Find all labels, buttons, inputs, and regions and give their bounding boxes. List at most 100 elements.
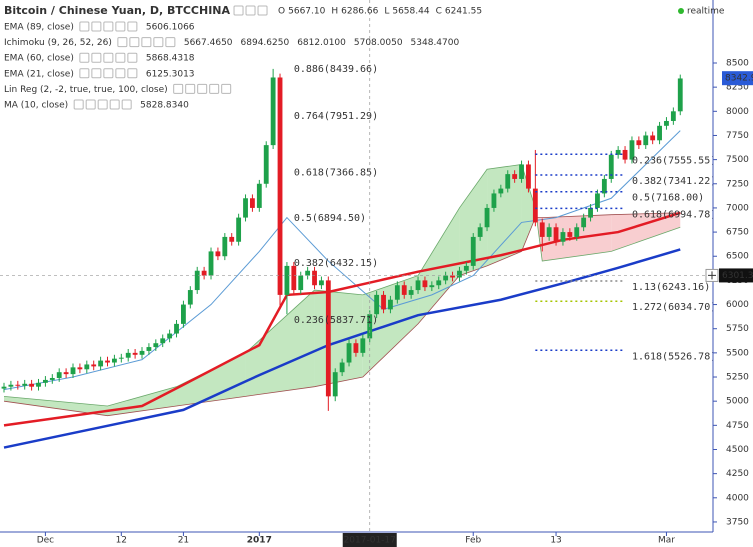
candle-body [298, 275, 304, 291]
y-tick-label: 8500 [726, 58, 749, 68]
candle-body [505, 174, 511, 189]
ohlc-value: 6241.55 [445, 7, 482, 17]
candle-body [98, 360, 104, 367]
cloud-segment [459, 169, 488, 276]
icon[interactable] [73, 99, 84, 110]
candle-body [664, 120, 669, 126]
candle-body [305, 270, 311, 276]
icon[interactable] [221, 83, 232, 94]
crosshair-x-label: 2017-01-17 [344, 536, 396, 546]
icon[interactable] [117, 37, 128, 48]
crosshair-plus [708, 271, 716, 280]
icon[interactable] [85, 99, 96, 110]
icon[interactable] [129, 37, 140, 48]
candle-body [588, 207, 593, 218]
candle-body [91, 364, 97, 367]
candle-body [574, 227, 580, 237]
y-tick-label: 6500 [726, 252, 749, 262]
candle-body [125, 352, 131, 358]
candle-body [167, 333, 173, 339]
icon[interactable] [233, 5, 244, 16]
plot-area [1, 68, 683, 449]
icon[interactable] [173, 83, 184, 94]
icon[interactable] [121, 99, 132, 110]
candle-body [187, 290, 193, 305]
candle-body [643, 135, 649, 146]
icon[interactable] [97, 99, 108, 110]
candle-body [360, 338, 366, 353]
x-tick-label: Dec [37, 536, 54, 546]
cloud-segment [314, 290, 363, 387]
icon[interactable] [115, 52, 126, 63]
indicator-value: 6894.6250 [241, 38, 290, 48]
icon[interactable] [185, 83, 196, 94]
y-tick-label: 5500 [726, 348, 749, 358]
icon[interactable] [141, 37, 152, 48]
candle-body [70, 367, 76, 375]
candle-body [519, 164, 524, 179]
candle-body [36, 382, 41, 387]
candle-body [56, 372, 62, 378]
candle-body [657, 125, 662, 141]
candle-body [111, 358, 117, 363]
candle-body [236, 217, 242, 242]
cloud-segment [176, 352, 246, 407]
icon[interactable] [109, 99, 120, 110]
icon[interactable] [115, 21, 126, 32]
icon[interactable] [153, 37, 164, 48]
candle-body [677, 78, 683, 112]
indicator-line [3, 248, 681, 449]
fib-label: 1.272(6034.70) [632, 302, 716, 313]
icon[interactable] [165, 37, 176, 48]
icon[interactable] [91, 21, 102, 32]
icon[interactable] [127, 21, 138, 32]
icon[interactable] [209, 83, 220, 94]
icon[interactable] [257, 5, 268, 16]
candle-body [595, 193, 600, 208]
icon[interactable] [91, 68, 102, 79]
icon[interactable] [127, 68, 138, 79]
candle-body [436, 280, 442, 286]
fib-label: 0.382(7341.22) [632, 176, 716, 187]
candle-body [146, 347, 152, 351]
icon[interactable] [127, 52, 138, 63]
candle-body [429, 285, 435, 288]
last-price-label: 8342.9 [725, 74, 753, 84]
candle-body [629, 140, 635, 160]
candle-body [477, 227, 483, 237]
icon[interactable] [79, 68, 90, 79]
legend: Bitcoin / Chinese Yuan, D, BTCCHINA O 5667… [4, 4, 725, 111]
x-tick-label: Mar [658, 536, 675, 546]
candle-body [567, 232, 573, 237]
candle-body [153, 343, 159, 348]
icon[interactable] [79, 52, 90, 63]
icon[interactable] [91, 52, 102, 63]
candle-body [243, 198, 248, 218]
cloud-segment [487, 164, 522, 266]
icon[interactable] [103, 21, 114, 32]
icon[interactable] [103, 68, 114, 79]
icon[interactable] [79, 21, 90, 32]
ohlc-key: H [331, 7, 338, 17]
candle-body [291, 265, 297, 291]
candle-body [470, 236, 476, 266]
candle-body [450, 275, 455, 278]
icon[interactable] [245, 5, 256, 16]
icon[interactable] [103, 52, 114, 63]
cloud-segment [521, 164, 536, 252]
y-tick-label: 8250 [726, 83, 749, 93]
candle-body [560, 232, 566, 242]
overlay: 0.886(8439.66) 0.764(7951.29) 0.618(7366.8… [0, 0, 716, 532]
candle-body [215, 251, 221, 257]
candle-body [374, 294, 380, 315]
icon[interactable] [197, 83, 208, 94]
fib-label: 0.236(5837.71) [294, 315, 378, 326]
candle-body [132, 352, 138, 355]
candle-body [63, 372, 69, 375]
icon[interactable] [115, 68, 126, 79]
candle-body [332, 372, 338, 397]
candle-body [401, 285, 407, 295]
x-tick-label: 13 [550, 536, 561, 546]
y-tick-label: 7000 [726, 203, 749, 213]
